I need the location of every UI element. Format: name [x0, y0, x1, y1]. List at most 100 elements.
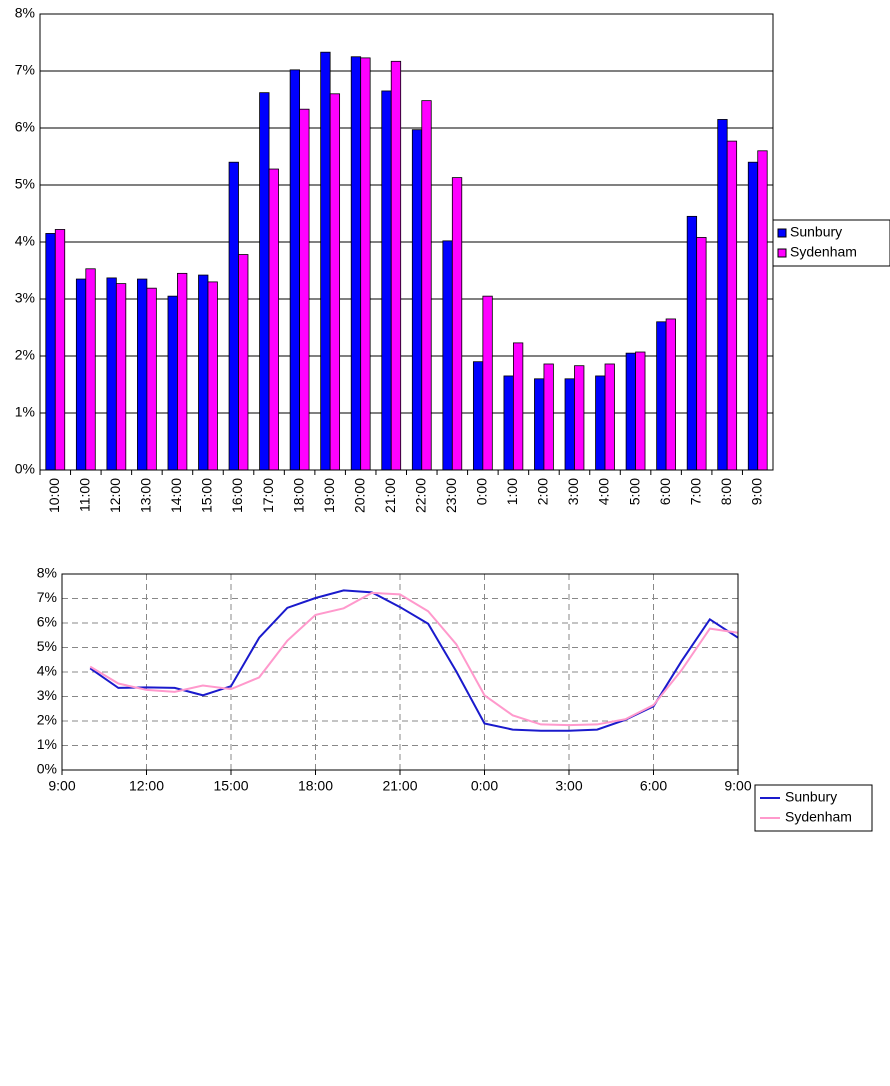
legend-box [754, 784, 873, 832]
bar [686, 215, 698, 471]
bar [320, 51, 331, 471]
bar [350, 56, 362, 471]
legend-box [772, 219, 890, 267]
x-tick-label: 3:00 [565, 478, 581, 505]
legend-label: Sydenham [790, 244, 857, 260]
y-tick-label: 6% [37, 614, 57, 630]
x-tick-label: 23:00 [443, 478, 459, 513]
bar [757, 150, 768, 471]
y-tick-label: 0% [15, 461, 35, 477]
legend-swatch [777, 228, 787, 238]
y-tick-label: 5% [15, 176, 35, 192]
bar [421, 100, 432, 471]
bar [726, 140, 738, 471]
x-tick-label: 0:00 [474, 478, 490, 505]
y-tick-label: 1% [15, 404, 35, 420]
x-tick-label: 14:00 [168, 478, 184, 513]
bar [289, 69, 301, 471]
bar [564, 378, 575, 471]
legend-label: Sydenham [785, 809, 852, 825]
bar [106, 277, 117, 471]
bar [604, 363, 615, 471]
y-tick-label: 7% [37, 589, 57, 605]
x-tick-label: 18:00 [298, 778, 333, 794]
x-tick-label: 22:00 [412, 478, 428, 513]
bar [268, 168, 279, 471]
x-tick-label: 6:00 [657, 478, 673, 505]
line [89, 589, 739, 732]
bar [390, 60, 402, 471]
legend-swatch [777, 248, 787, 258]
bar [696, 237, 707, 471]
x-tick-label: 21:00 [382, 478, 398, 513]
y-tick-label: 0% [37, 761, 57, 777]
bar [45, 233, 56, 471]
bar [451, 177, 463, 471]
y-tick-label: 8% [37, 565, 57, 581]
y-tick-label: 8% [15, 5, 35, 21]
x-tick-label: 6:00 [640, 778, 667, 794]
bar [75, 278, 87, 471]
bar [381, 90, 392, 471]
bar [503, 375, 514, 471]
line [89, 591, 739, 727]
bar [411, 129, 423, 471]
bar [574, 365, 585, 471]
y-tick-label: 3% [15, 290, 35, 306]
bar [534, 378, 545, 471]
y-tick-label: 5% [37, 638, 57, 654]
bar [198, 274, 209, 471]
bar [442, 240, 453, 471]
bar [625, 352, 636, 471]
x-tick-label: 12:00 [129, 778, 164, 794]
legend-label: Sunbury [785, 789, 837, 805]
bar [512, 342, 524, 471]
y-tick-label: 7% [15, 62, 35, 78]
bar [360, 57, 371, 471]
bar [115, 283, 127, 471]
legend-label: Sunbury [790, 224, 842, 240]
bar [656, 321, 667, 471]
plot-frame [61, 573, 739, 771]
x-tick-label: 20:00 [351, 478, 367, 513]
bar [238, 254, 249, 471]
y-tick-label: 6% [15, 119, 35, 135]
bar [329, 93, 341, 471]
x-tick-label: 5:00 [626, 478, 642, 505]
bar [146, 287, 157, 471]
x-tick-label: 18:00 [290, 478, 306, 513]
x-tick-label: 15:00 [213, 778, 248, 794]
x-tick-label: 4:00 [596, 478, 612, 505]
x-tick-label: 10:00 [46, 478, 62, 513]
bar [259, 92, 270, 471]
bar [472, 361, 484, 471]
x-tick-label: 2:00 [535, 478, 551, 505]
y-tick-label: 2% [15, 347, 35, 363]
y-tick-label: 4% [37, 663, 57, 679]
x-tick-label: 19:00 [321, 478, 337, 513]
x-tick-label: 12:00 [107, 478, 123, 513]
x-tick-label: 15:00 [199, 478, 215, 513]
x-tick-label: 9:00 [748, 478, 764, 505]
x-tick-label: 9:00 [724, 778, 751, 794]
x-tick-label: 13:00 [138, 478, 154, 513]
bar [167, 295, 178, 471]
x-tick-label: 11:00 [77, 478, 93, 512]
bar [228, 161, 239, 471]
x-tick-label: 8:00 [718, 478, 734, 505]
bar [299, 108, 310, 471]
x-tick-label: 3:00 [555, 778, 582, 794]
x-tick-label: 1:00 [504, 478, 520, 505]
y-tick-label: 2% [37, 712, 57, 728]
y-tick-label: 4% [15, 233, 35, 249]
bar [595, 375, 606, 471]
bar [543, 363, 554, 471]
x-tick-label: 17:00 [260, 478, 276, 513]
y-tick-label: 1% [37, 736, 57, 752]
bar [665, 318, 676, 471]
bar [137, 278, 148, 471]
x-tick-label: 16:00 [229, 478, 245, 513]
x-tick-label: 9:00 [48, 778, 75, 794]
x-tick-label: 21:00 [382, 778, 417, 794]
